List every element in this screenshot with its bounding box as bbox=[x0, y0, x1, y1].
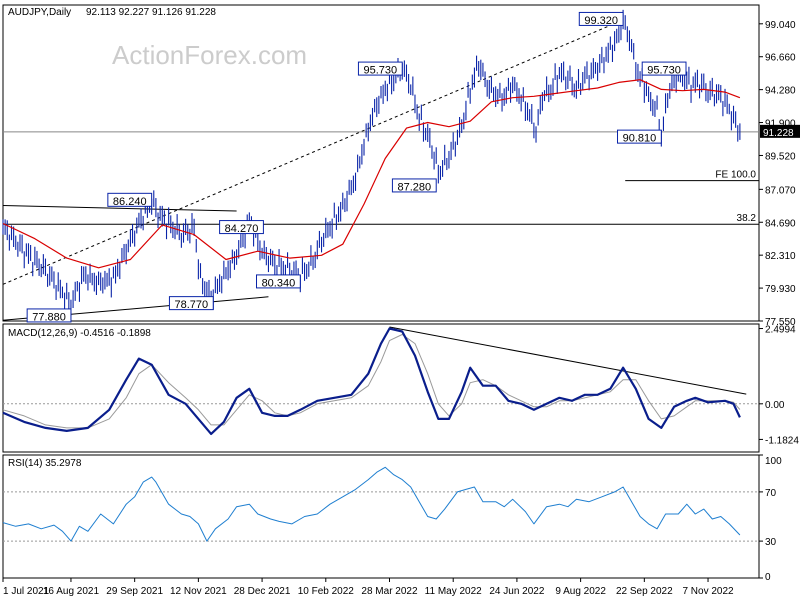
x-tick-label: 28 Dec 2021 bbox=[234, 586, 291, 597]
price-annotation-label-6: 84.270 bbox=[225, 223, 259, 235]
price-annotation-box-5 bbox=[107, 192, 153, 207]
price-annotation-label-1: 95.730 bbox=[364, 65, 398, 77]
price-annotation-box-4 bbox=[391, 178, 437, 193]
macd-y-tick-label: 0.00 bbox=[765, 400, 785, 411]
trendline-top-line bbox=[2, 205, 237, 212]
x-tick-label: 24 Jun 2022 bbox=[489, 586, 544, 597]
price-y-tick-label: 82.310 bbox=[765, 251, 796, 262]
x-tick-label: 9 Aug 2022 bbox=[555, 586, 606, 597]
rsi-y-tick-label: 100 bbox=[765, 456, 782, 467]
price-y-tick-label: 87.070 bbox=[765, 185, 796, 196]
price-y-tick-label: 79.930 bbox=[765, 284, 796, 295]
macd-header: MACD(12,26,9) -0.4516 -0.1898 bbox=[8, 328, 151, 339]
price-annotation-label-0: 99.320 bbox=[584, 15, 618, 27]
price-annotation-box-3 bbox=[617, 129, 662, 144]
macd-y-tick-label: 2.4994 bbox=[765, 325, 796, 336]
watermark-text: ActionForex.com bbox=[112, 40, 307, 70]
x-tick-label: 28 Mar 2022 bbox=[361, 586, 418, 597]
price-annotation-box-2 bbox=[641, 61, 687, 76]
level-label-1: 38.2 bbox=[737, 213, 757, 224]
price-y-tick-label: 89.520 bbox=[765, 151, 796, 162]
axis-labels-layer: 99.040 96.660 94.280 91.900 89.520 87.070 84.6… bbox=[2, 20, 800, 597]
macd-panel-frame bbox=[2, 323, 760, 453]
price-header-symbol: AUDJPY,Daily bbox=[8, 7, 71, 18]
price-annotation-box-6 bbox=[219, 220, 264, 235]
price-annotation-box-9 bbox=[26, 308, 72, 323]
macd-signal-line bbox=[2, 334, 741, 429]
price-y-tick-label: 77.550 bbox=[765, 317, 796, 328]
price-annotation-label-2: 95.730 bbox=[647, 65, 681, 77]
x-tick-label: 11 May 2022 bbox=[425, 586, 483, 597]
price-y-tick-label: 99.040 bbox=[765, 20, 796, 31]
rsi-line bbox=[2, 466, 741, 542]
last-price-label: 91.228 bbox=[763, 128, 794, 139]
price-y-tick-label: 96.660 bbox=[765, 53, 796, 64]
rsi-header: RSI(14) 35.2978 bbox=[8, 458, 82, 469]
price-annotation-label-7: 80.340 bbox=[262, 277, 296, 289]
macd-series-layer bbox=[2, 326, 759, 435]
moving-average-line bbox=[2, 79, 741, 269]
macd-trendline-macd-resistance bbox=[389, 326, 747, 395]
price-series-layer: FE 100.0 38.2 99.320 95.730 95.730 90.810 87.2… bbox=[2, 9, 759, 323]
price-annotation-label-8: 78.770 bbox=[175, 299, 209, 311]
x-tick-label: 10 Feb 2022 bbox=[298, 586, 355, 597]
macd-y-tick-label: -1.1824 bbox=[765, 435, 799, 446]
x-tick-label: 16 Aug 2021 bbox=[43, 586, 100, 597]
x-tick-label: 7 Nov 2022 bbox=[682, 586, 734, 597]
price-y-tick-label: 91.900 bbox=[765, 119, 796, 130]
price-annotation-label-9: 77.880 bbox=[32, 311, 66, 323]
level-label-0: FE 100.0 bbox=[715, 170, 756, 181]
price-annotation-box-1 bbox=[357, 61, 403, 76]
price-y-tick-label: 94.280 bbox=[765, 86, 796, 97]
price-annotation-box-0 bbox=[578, 11, 624, 26]
price-header-ohlc: 92.113 92.227 91.126 91.228 bbox=[86, 7, 216, 18]
price-annotation-label-4: 87.280 bbox=[397, 181, 431, 193]
x-tick-label: 12 Nov 2021 bbox=[170, 586, 227, 597]
x-tick-label: 22 Sep 2022 bbox=[616, 586, 673, 597]
rsi-y-tick-label: 0 bbox=[765, 572, 771, 583]
price-annotation-box-8 bbox=[168, 296, 214, 311]
rsi-y-tick-label: 70 bbox=[765, 488, 777, 499]
price-panel-frame bbox=[2, 4, 760, 322]
price-annotation-box-7 bbox=[256, 274, 301, 289]
trendline-channel-upper bbox=[2, 19, 624, 285]
price-annotation-label-5: 86.240 bbox=[113, 196, 147, 208]
macd-main-line bbox=[2, 327, 741, 435]
rsi-y-tick-label: 30 bbox=[765, 537, 777, 548]
last-price-box bbox=[760, 124, 800, 138]
rsi-series-layer bbox=[2, 466, 759, 542]
rsi-panel-frame bbox=[2, 454, 760, 579]
x-tick-label: 29 Sep 2021 bbox=[106, 586, 163, 597]
price-y-tick-label: 84.690 bbox=[765, 218, 796, 229]
x-tick-label: 1 Jul 2021 bbox=[3, 586, 50, 597]
price-annotation-label-3: 90.810 bbox=[623, 133, 657, 145]
